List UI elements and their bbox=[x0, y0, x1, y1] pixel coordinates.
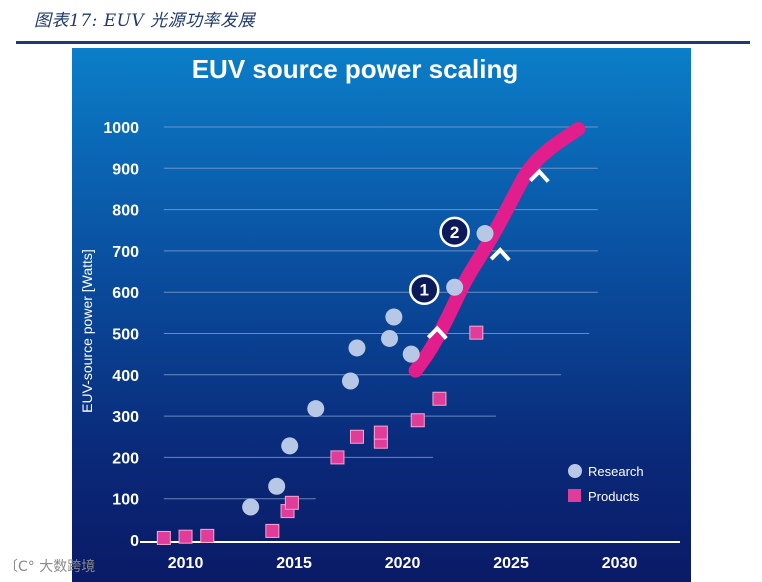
research-series bbox=[242, 225, 494, 516]
y-tick-label: 200 bbox=[112, 450, 139, 467]
caption-divider bbox=[16, 41, 750, 44]
research-point bbox=[381, 329, 399, 347]
product-point bbox=[349, 429, 364, 444]
research-point bbox=[476, 225, 494, 243]
product-point bbox=[178, 529, 193, 544]
y-tick-label: 600 bbox=[112, 285, 139, 302]
x-tick-label: 2015 bbox=[276, 555, 312, 572]
chart-title: EUV source power scaling bbox=[192, 54, 519, 84]
product-point bbox=[200, 528, 215, 543]
research-point bbox=[268, 477, 286, 495]
research-point bbox=[242, 498, 260, 516]
figure-caption: 图表17: EUV 光源功率发展 bbox=[34, 11, 256, 31]
annotation-label: 1 bbox=[420, 281, 429, 300]
y-tick-label: 300 bbox=[112, 409, 139, 426]
research-point bbox=[281, 437, 299, 455]
watermark-symbol: 〔C° bbox=[4, 559, 35, 575]
product-point bbox=[156, 530, 171, 545]
product-point bbox=[410, 413, 425, 428]
y-tick-labels: 0 100 200 300 400 500 600 700 800 900 1000 bbox=[103, 120, 139, 550]
annotations: 12 bbox=[409, 216, 470, 305]
roadmap-chevron bbox=[528, 168, 550, 183]
product-point bbox=[330, 450, 345, 465]
legend-products-marker bbox=[568, 489, 581, 502]
y-tick-label: 100 bbox=[112, 492, 139, 509]
annotation-badge bbox=[439, 216, 470, 248]
y-tick-label: 800 bbox=[112, 203, 139, 220]
roadmap-line bbox=[408, 122, 586, 378]
y-tick-label: 500 bbox=[112, 327, 139, 344]
product-point bbox=[284, 495, 299, 510]
y-tick-label: 900 bbox=[112, 161, 139, 178]
x-tick-label: 2010 bbox=[168, 555, 204, 572]
annotation-label: 2 bbox=[450, 223, 459, 242]
product-point bbox=[373, 425, 388, 440]
research-point bbox=[348, 339, 366, 357]
research-point bbox=[446, 278, 464, 296]
gridlines bbox=[140, 126, 680, 543]
product-point bbox=[469, 325, 484, 340]
watermark: 〔C° 大数跨境 bbox=[4, 556, 95, 576]
x-tick-label: 2020 bbox=[385, 555, 421, 572]
roadmap-chevron bbox=[489, 247, 511, 262]
y-tick-label: 0 bbox=[130, 533, 139, 550]
research-point bbox=[402, 345, 420, 363]
roadmap-series bbox=[408, 122, 586, 378]
chart-panel bbox=[72, 48, 691, 582]
chart-legend: Research Products bbox=[568, 464, 644, 504]
product-point bbox=[265, 523, 280, 538]
watermark-text: 大数跨境 bbox=[39, 559, 96, 575]
x-tick-label: 2025 bbox=[493, 555, 529, 572]
y-tick-label: 1000 bbox=[103, 120, 139, 137]
products-series bbox=[156, 325, 484, 545]
x-tick-label: 2030 bbox=[602, 555, 638, 572]
legend-research-label: Research bbox=[588, 464, 644, 479]
research-point bbox=[307, 400, 325, 418]
research-point bbox=[385, 308, 403, 326]
roadmap-chevron bbox=[426, 325, 448, 340]
product-point bbox=[432, 391, 447, 406]
y-tick-label: 400 bbox=[112, 368, 139, 385]
legend-products-label: Products bbox=[588, 489, 640, 504]
y-tick-label: 700 bbox=[112, 244, 139, 261]
legend-research-marker bbox=[568, 464, 582, 478]
annotation-badge bbox=[409, 274, 440, 305]
research-point bbox=[341, 372, 359, 390]
x-tick-labels: 2010 2015 2020 2025 2030 bbox=[168, 555, 638, 572]
y-axis-label: EUV-source power [Watts] bbox=[79, 249, 95, 413]
